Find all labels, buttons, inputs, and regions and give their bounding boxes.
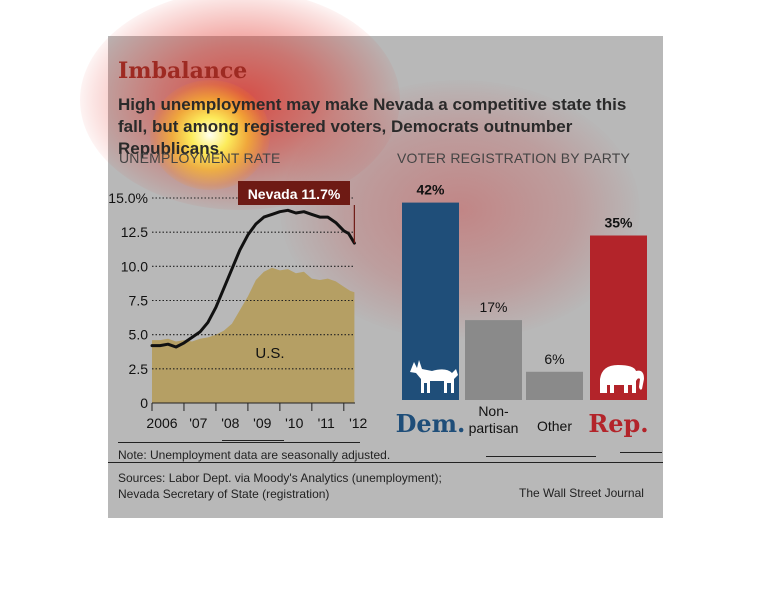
y-tick-label: 2.5 [129, 361, 149, 377]
bar-nonpartisan [465, 320, 522, 400]
x-tick-label: '10 [285, 415, 303, 431]
category-label-dem: Dem. [396, 409, 466, 438]
x-tick-label: 2006 [146, 415, 177, 431]
category-label-nonpartisan-1: Non- [478, 403, 509, 419]
bar-value-label: 17% [479, 299, 507, 315]
y-tick-label: 10.0 [121, 258, 148, 274]
y-tick-label: 12.5 [121, 224, 148, 240]
unemployment-chart-title: UNEMPLOYMENT RATE [119, 150, 281, 166]
sources-line-2: Nevada Secretary of State (registration) [118, 487, 330, 501]
voter-chart-title: VOTER REGISTRATION BY PARTY [397, 150, 631, 166]
chart-subtitle: High unemployment may make Nevada a comp… [118, 95, 627, 158]
bar-dem [402, 202, 459, 400]
category-label-rep: Rep. [588, 409, 648, 438]
footnote: Note: Unemployment data are seasonally a… [118, 448, 391, 462]
y-tick-label: 5.0 [129, 327, 149, 343]
divider-mid [222, 440, 284, 441]
bar-value-label: 6% [544, 351, 564, 367]
bar-value-label: 35% [604, 215, 633, 231]
x-tick-label: '12 [349, 415, 367, 431]
x-tick-label: '08 [221, 415, 239, 431]
x-tick-label: '11 [318, 415, 335, 431]
sources: Sources: Labor Dept. via Moody's Analyti… [118, 470, 442, 502]
category-label-other: Other [537, 418, 572, 434]
x-tick-label: '09 [253, 415, 271, 431]
donkey-icon [410, 360, 458, 393]
sources-line-1: Sources: Labor Dept. via Moody's Analyti… [118, 471, 442, 485]
y-tick-label: 0 [140, 395, 148, 411]
chart-title: Imbalance [118, 58, 248, 84]
footer-divider [108, 462, 663, 463]
divider-right-1 [486, 456, 596, 457]
nevada-callout-box [238, 181, 350, 205]
elephant-icon [600, 365, 644, 393]
category-label-nonpartisan-2: partisan [469, 420, 519, 436]
publisher-credit: The Wall Street Journal [519, 486, 644, 500]
nevada-callout-label: Nevada 11.7% [248, 186, 341, 202]
us-series-label: U.S. [255, 345, 284, 362]
x-tick-label: '07 [189, 415, 207, 431]
us-unemployment-area [152, 267, 355, 403]
y-tick-label: 15.0% [108, 190, 148, 206]
divider-right-2 [620, 452, 662, 453]
nevada-unemployment-line [150, 208, 356, 349]
divider-left [118, 442, 360, 443]
y-tick-label: 7.5 [129, 293, 149, 309]
bar-value-label: 42% [416, 182, 445, 198]
bar-other [526, 371, 583, 400]
